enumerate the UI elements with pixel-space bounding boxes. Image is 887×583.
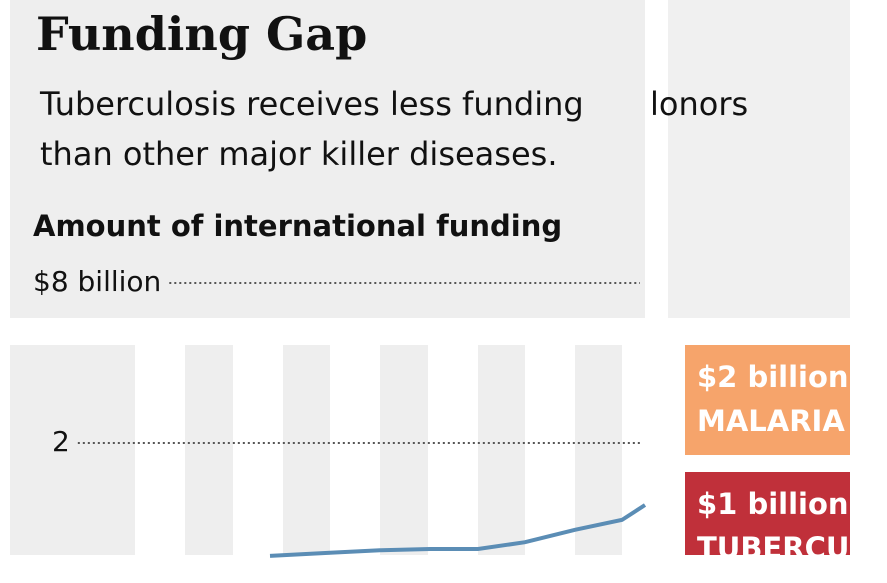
y-tick-label: 2 (52, 425, 70, 458)
axis-label: Amount of international funding (33, 209, 562, 243)
title: Funding Gap (36, 7, 367, 61)
line-series (269, 503, 647, 558)
annotation-value: $1 billion (697, 487, 849, 521)
subtitle: lonors (650, 85, 748, 123)
right-panel (668, 0, 850, 318)
top-panel (10, 0, 645, 318)
annotation-value: $2 billion (697, 360, 849, 394)
annotation-name: TUBERCULOSIS (697, 531, 887, 565)
annotation-box (685, 472, 850, 555)
subtitle: Tuberculosis receives less funding (39, 85, 584, 123)
stripes (135, 345, 645, 555)
annotation-box (685, 345, 850, 455)
subtitle: than other major killer diseases. (40, 135, 557, 173)
y-tick-label: $8 billion (33, 265, 161, 298)
annotation-name: MALARIA (697, 404, 845, 438)
